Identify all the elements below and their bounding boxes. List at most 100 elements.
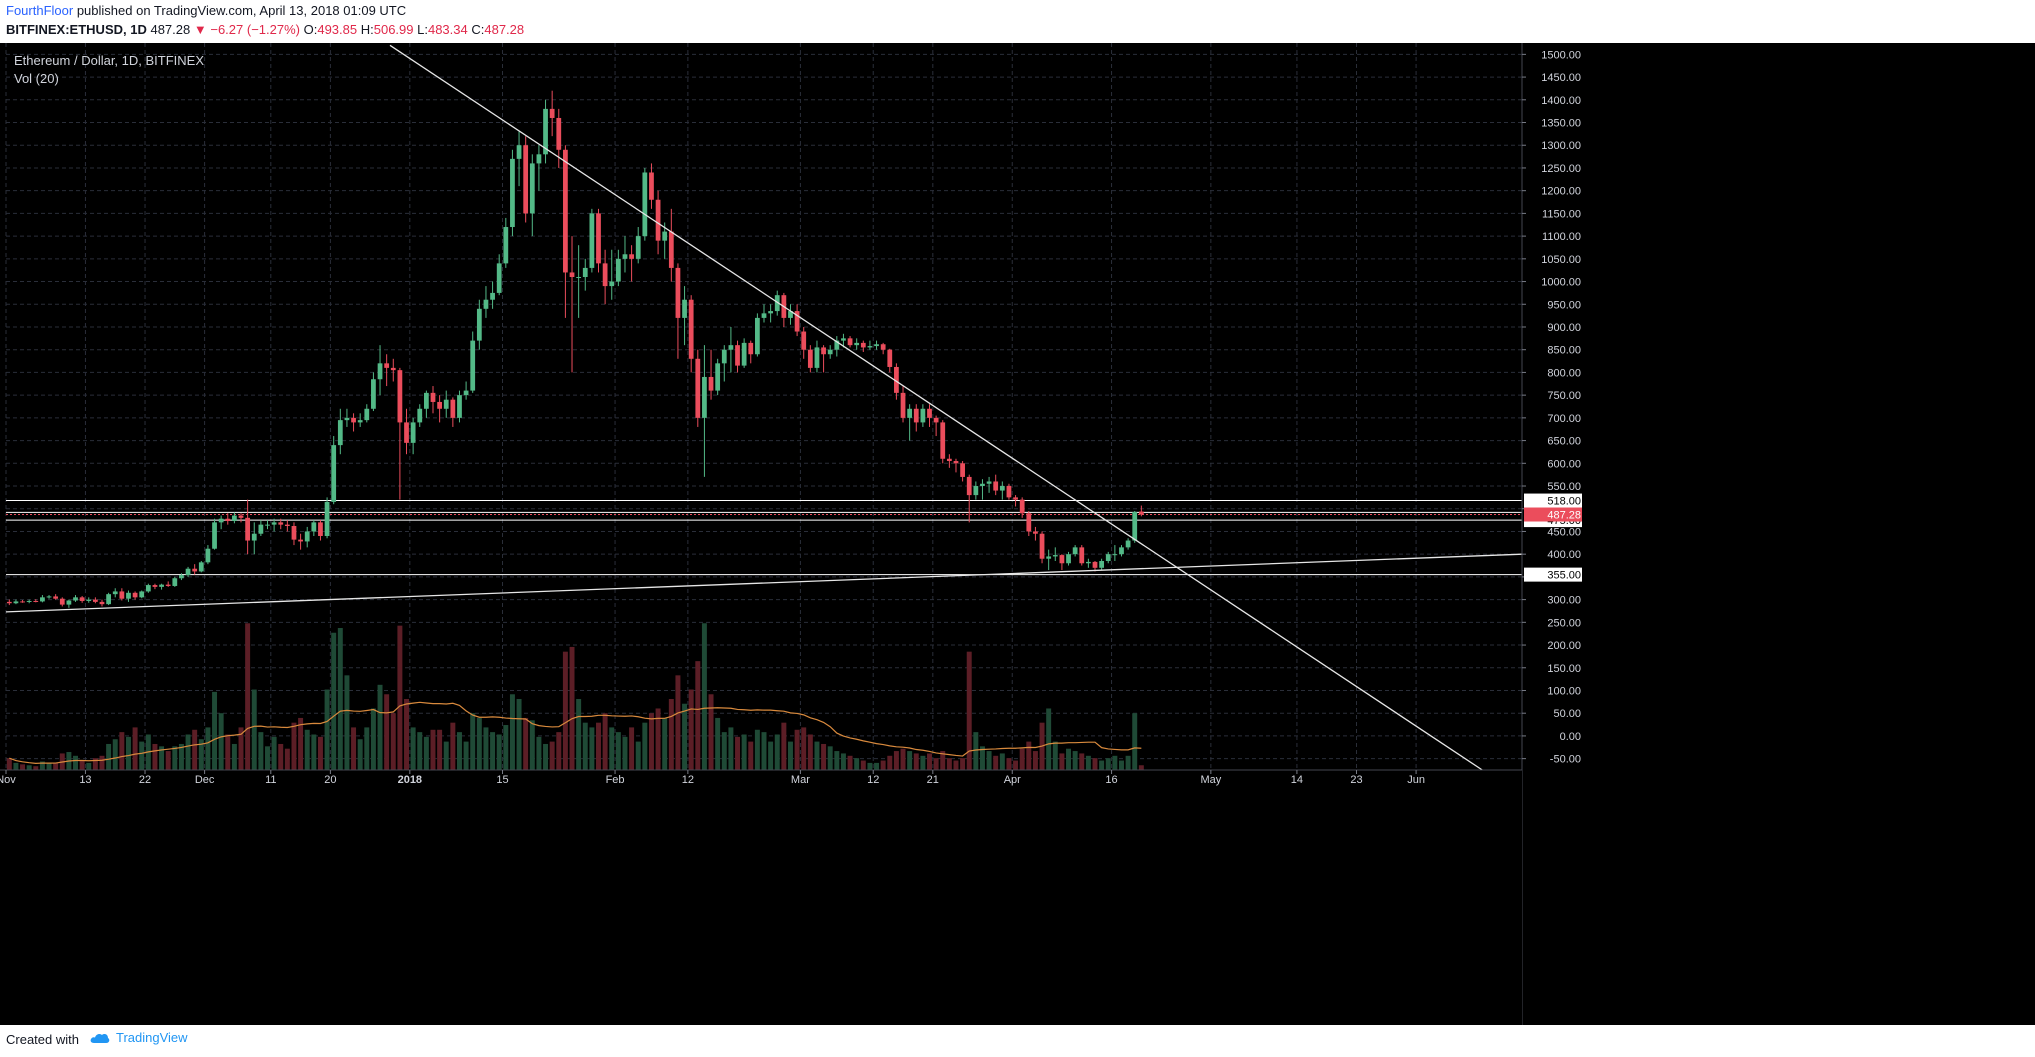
candle-body [761,313,767,318]
volume-bar [728,727,734,770]
candle-body [847,338,853,346]
candle-body [675,267,681,318]
candle-body [13,601,19,604]
volume-bar [589,727,595,770]
candle-body [927,408,932,418]
candle-body [1125,540,1131,548]
volume-bar [1092,758,1098,770]
volume-bar [1032,751,1038,770]
volume-bar [847,755,853,770]
low-value: 483.34 [427,22,468,37]
time-tick-label: 12 [867,774,879,786]
volume-bar [715,717,721,770]
high-label: H: [360,22,374,37]
candle-body [834,340,840,350]
trend-lines [5,44,1523,771]
volume-bar [1085,755,1091,770]
volume-bar [20,764,26,770]
candle-body [278,522,284,525]
candle-body [172,578,178,586]
volume-bar [543,743,549,770]
volume-bar [516,699,522,770]
candle-body [794,311,800,332]
time-tick-label: Mar [791,774,810,786]
price-tick-label: 300.00 [1547,595,1581,607]
candle-body [26,600,32,602]
author-link[interactable]: FourthFloor [6,3,74,18]
volume-bar [807,734,813,770]
candle-body [470,340,476,391]
candle-body [145,585,151,592]
volume-bar [1013,760,1019,770]
tradingview-brand[interactable]: TradingView [90,1030,188,1045]
candle-body [390,367,396,371]
chart-legend: Ethereum / Dollar, 1D, BITFINEX Vol (20) [14,53,204,89]
candle-body [774,295,780,312]
volume-bar [688,689,694,770]
volume-bar [920,755,926,770]
volume-ma-line [9,701,1142,764]
volume-bar [476,717,482,770]
candle-body [1052,555,1058,557]
candle-body [768,311,774,314]
candle-body [86,599,92,601]
price-tick-label: 1400.00 [1541,95,1581,107]
candle-body [973,486,979,496]
volume-bar [913,753,919,770]
price-tick-label: 800.00 [1547,367,1581,379]
candle-body [841,338,846,341]
level-label-text: 355.00 [1547,570,1581,582]
candle-body [880,344,886,350]
volume-bar [741,734,747,770]
volume-bar [1138,765,1144,770]
volume-bar [834,751,840,770]
grid [5,43,1522,770]
candle-body [291,526,297,540]
tradingview-link[interactable]: TradingView [116,1030,188,1045]
volume-bar [675,675,681,770]
candle-body [543,108,548,155]
candle-body [337,420,343,446]
price-axis-panel [1522,43,2035,1025]
price-chart[interactable]: 1500.001450.001400.001350.001300.001250.… [0,43,2035,1025]
candle-body [377,363,383,380]
volume-bar [112,739,118,770]
chart-area[interactable]: 1500.00 1450.00 1400.00 1350.00 1300.00 1250.… [0,43,2035,1025]
candle-body [649,172,654,200]
candle-body [602,263,608,287]
volume-bar [761,732,767,770]
candle-body [980,483,985,487]
time-tick-label: 15 [496,774,508,786]
volume-bar [781,722,787,770]
volume-bar [999,753,1005,770]
level-label: 355.00 [1524,567,1582,582]
created-with-text: Created with [6,1032,79,1047]
candle-body [821,347,826,355]
volume-bar [178,743,184,770]
price-tick-label: 1000.00 [1541,277,1581,289]
candle-body [966,476,972,496]
candle-body [159,584,164,587]
price-tick-label: 950.00 [1547,299,1581,311]
candle-body [384,363,390,368]
volume-bar [344,675,350,770]
candle-body [1046,556,1052,559]
candle-body [53,596,59,599]
volume-bar [946,758,952,770]
volume-bar [986,751,992,770]
candle-body [132,592,138,598]
candle-body [238,515,244,518]
price-tick-label: 550.00 [1547,481,1581,493]
volume-bar [966,651,972,770]
volume-bar [298,717,304,770]
last-price-label-bg [1524,507,1582,522]
candle-body [198,562,204,572]
time-tick-label: Nov [0,774,16,786]
volume-bar [993,755,999,770]
volume-bar [840,753,846,770]
volume-bar [245,623,251,770]
candle-body [754,317,760,355]
volume-bar [682,703,688,770]
volume-bar [794,729,800,770]
candle-body [1072,547,1078,555]
